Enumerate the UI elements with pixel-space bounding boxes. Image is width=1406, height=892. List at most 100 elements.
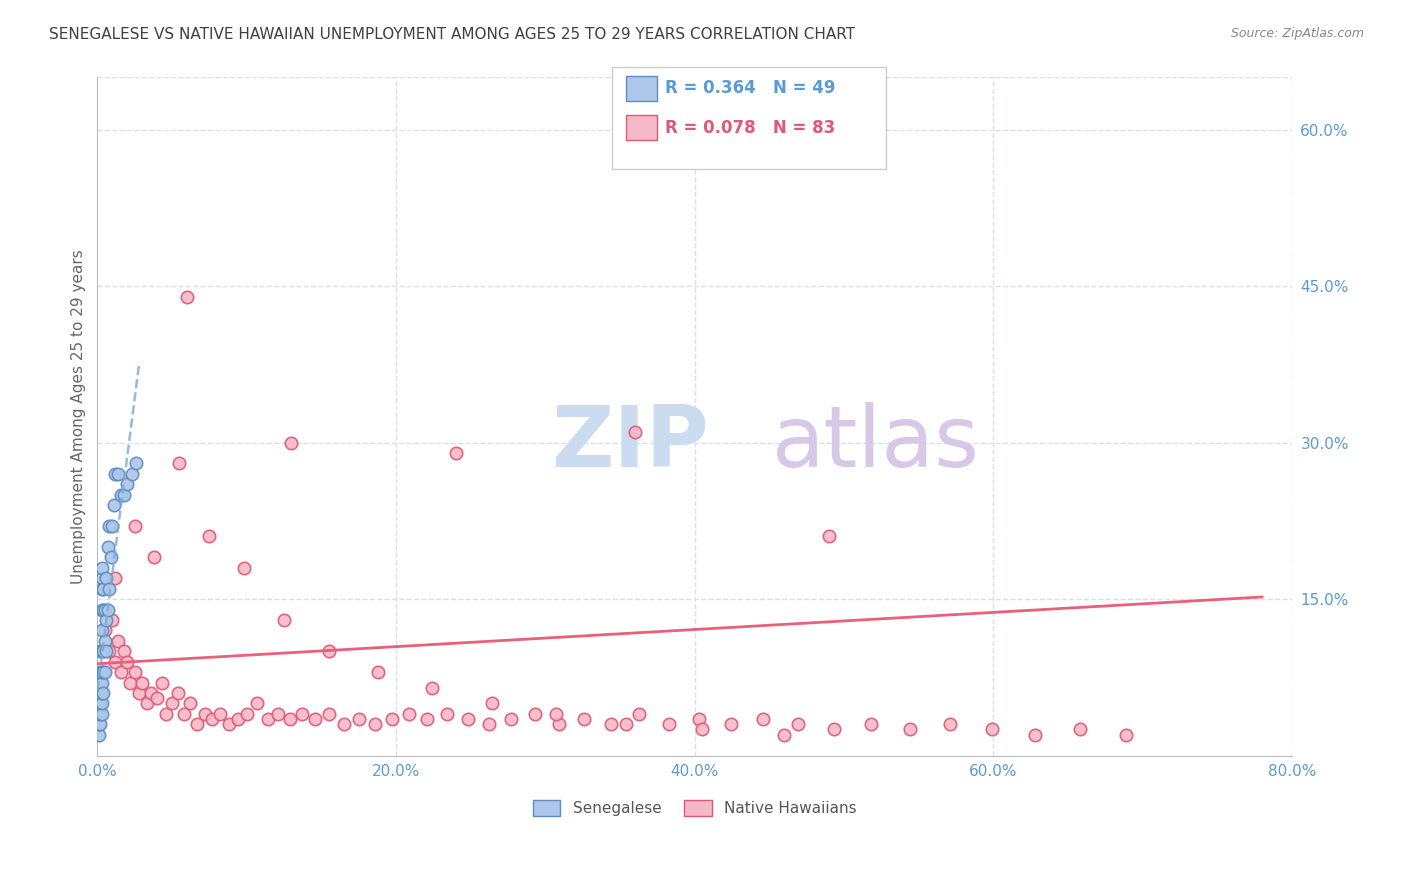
Point (115, 477, 138, 491)
Point (246, 697, 269, 711)
Point (112, 644, 135, 658)
Point (523, 706, 546, 721)
Point (1024, 728, 1046, 742)
Point (444, 446, 467, 460)
Point (87, 697, 110, 711)
Point (104, 655, 127, 669)
Point (218, 717, 240, 731)
Point (208, 706, 231, 721)
Point (89, 665, 111, 679)
Text: atlas: atlas (772, 402, 980, 485)
Point (110, 665, 132, 679)
Point (87, 717, 110, 731)
Point (97, 540, 120, 554)
Point (89, 686, 111, 700)
Point (91, 686, 114, 700)
Point (818, 529, 841, 543)
Point (135, 697, 157, 711)
Point (624, 425, 647, 439)
Point (143, 550, 166, 565)
Point (273, 613, 295, 627)
Point (169, 457, 191, 471)
Point (89, 697, 111, 711)
Point (457, 712, 479, 726)
Point (176, 289, 198, 303)
Point (186, 717, 208, 731)
Point (125, 457, 148, 471)
Point (104, 571, 127, 585)
Point (90, 561, 112, 575)
Point (87, 728, 110, 742)
Point (89, 706, 111, 721)
Point (364, 717, 387, 731)
Point (89, 717, 111, 731)
Point (98, 519, 121, 533)
Point (98, 644, 121, 658)
Point (131, 675, 153, 690)
Point (614, 717, 637, 731)
Point (1069, 723, 1091, 737)
Point (100, 550, 122, 565)
Point (112, 488, 135, 502)
Text: ZIP: ZIP (551, 402, 709, 485)
Point (91, 582, 114, 596)
Point (89, 675, 111, 690)
Point (547, 717, 569, 731)
Point (332, 717, 354, 731)
Point (90, 706, 112, 721)
Point (773, 728, 796, 742)
Point (291, 706, 314, 721)
Point (198, 529, 221, 543)
Point (420, 681, 443, 695)
Point (90, 644, 112, 658)
Point (107, 467, 129, 481)
Point (139, 686, 162, 700)
Point (94, 602, 117, 616)
Point (658, 717, 681, 731)
Point (173, 706, 195, 721)
Point (96, 571, 118, 585)
Point (90, 665, 112, 679)
Point (110, 488, 132, 502)
Point (90, 624, 112, 638)
Point (91, 665, 114, 679)
Text: R = 0.078   N = 83: R = 0.078 N = 83 (665, 119, 835, 136)
Point (124, 665, 146, 679)
Point (572, 712, 595, 726)
Point (752, 712, 775, 726)
Point (128, 686, 150, 700)
Point (318, 644, 340, 658)
Point (97, 602, 120, 616)
Point (367, 665, 389, 679)
Point (91, 602, 114, 616)
Point (90, 686, 112, 700)
Point (688, 712, 710, 726)
Point (104, 467, 127, 481)
Point (87, 686, 110, 700)
Point (98, 582, 121, 596)
Point (823, 723, 845, 737)
Point (90, 697, 112, 711)
Point (478, 717, 501, 731)
Point (628, 706, 651, 721)
Point (94, 665, 117, 679)
Point (1115, 728, 1137, 742)
Point (90, 571, 112, 585)
Point (120, 675, 142, 690)
Point (980, 723, 1002, 737)
Text: SENEGALESE VS NATIVE HAWAIIAN UNEMPLOYMENT AMONG AGES 25 TO 29 YEARS CORRELATION: SENEGALESE VS NATIVE HAWAIIAN UNEMPLOYME… (49, 27, 855, 42)
Point (121, 467, 143, 481)
Point (90, 582, 112, 596)
Point (160, 697, 183, 711)
Point (124, 519, 146, 533)
Point (101, 519, 124, 533)
Point (96, 644, 118, 658)
Point (256, 712, 278, 726)
Point (232, 561, 254, 575)
Point (150, 675, 173, 690)
Text: Source: ZipAtlas.com: Source: ZipAtlas.com (1230, 27, 1364, 40)
Point (436, 706, 458, 721)
Point (201, 712, 224, 726)
Point (155, 706, 177, 721)
Point (304, 712, 326, 726)
